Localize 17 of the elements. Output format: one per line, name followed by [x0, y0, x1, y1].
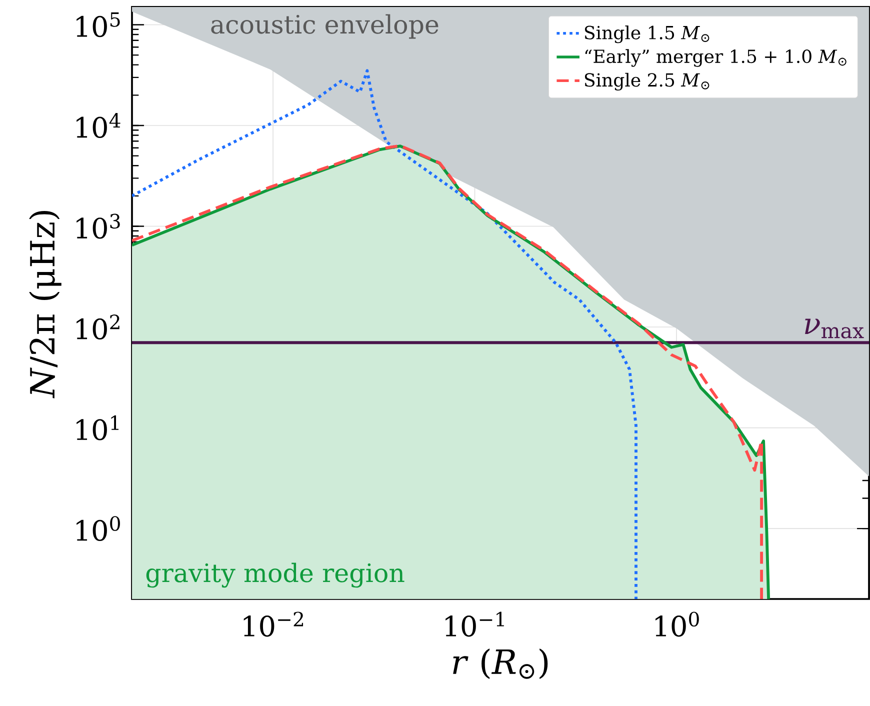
legend-label: “Early” merger 1.5 + 1.0 M$_{⊙}$	[585, 49, 846, 67]
x-tick-label: 10$^{−2}$	[244, 612, 304, 637]
y-tick-label: 10$^{1}$	[76, 415, 118, 440]
y-tick-label: 10$^{2}$	[76, 314, 120, 340]
annotation: acoustic envelope	[211, 14, 438, 39]
y-axis-title: N/2π (μHz)	[29, 210, 62, 398]
legend-label: Single 2.5 M$_{⊙}$	[584, 72, 710, 90]
ref-line-label: ν$_{max}$	[805, 318, 864, 338]
x-tick-label: 10$^{0}$	[656, 612, 699, 637]
y-tick-label: 10$^{3}$	[76, 214, 120, 239]
y-tick-label: 10$^{4}$	[76, 113, 120, 138]
annotation: gravity mode region	[146, 562, 404, 588]
y-tick-label: 10$^{5}$	[76, 12, 120, 38]
x-axis-title: r (R$_{⊙}$)	[453, 648, 548, 680]
legend-label: Single 1.5 M$_{⊙}$	[584, 25, 710, 44]
y-tick-label: 10$^{0}$	[76, 516, 120, 542]
x-tick-label: 10$^{−1}$	[446, 612, 504, 637]
